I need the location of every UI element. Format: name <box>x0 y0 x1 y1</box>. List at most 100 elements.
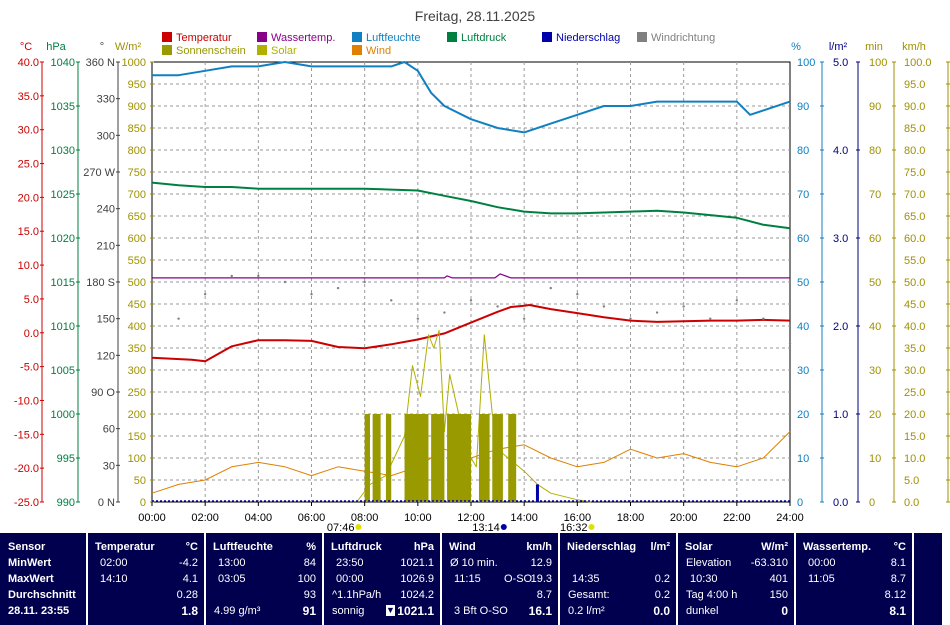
axis-tick-label: 60 <box>797 233 809 245</box>
axis-tick-label: 20.0 <box>18 192 39 204</box>
legend-swatch <box>352 45 362 55</box>
axis-tick-label: 210 <box>97 240 115 252</box>
pressure-unit: hPa <box>413 541 434 553</box>
x-tick-label: 18:00 <box>617 512 645 524</box>
axis-unit: l/m² <box>829 41 848 53</box>
precip-block: Niederschlag l/m² 14:35 0.2 Gesamt: 0.2 … <box>560 533 676 625</box>
axis-tick-label: 990 <box>57 497 75 509</box>
pressure-min-time: 23:50 <box>336 557 364 569</box>
water-temp-min: 8.1 <box>890 557 906 569</box>
humidity-unit: % <box>306 541 316 553</box>
empty-block <box>914 533 942 625</box>
axis-tick-label: 250 <box>128 387 146 399</box>
axis-tick-label: 2.0 <box>833 321 848 333</box>
wind-direction-point <box>177 317 180 320</box>
axis-unit: ° <box>100 41 104 53</box>
axis-unit: min <box>865 41 883 53</box>
sunshine-bar <box>364 414 370 502</box>
x-tick-label: 06:00 <box>298 512 326 524</box>
humidity-max-time: 03:05 <box>218 573 246 585</box>
wind-header: Wind <box>449 541 476 553</box>
humidity-min: 84 <box>303 557 316 569</box>
axis-tick-label: 5.0 <box>904 475 919 487</box>
legend-label: Luftdruck <box>461 32 507 44</box>
axis-tick-label: 25.0 <box>18 159 39 171</box>
humidity-avg: 93 <box>303 589 316 601</box>
axis-tick-label: 400 <box>128 321 146 333</box>
axis-tick-label: 30 <box>869 365 881 377</box>
chart-title: Freitag, 28.11.2025 <box>415 8 536 24</box>
axis-tick-label: 10 <box>869 453 881 465</box>
legend-label: Wassertemp. <box>271 32 335 44</box>
temperature-min-time: 02:00 <box>100 557 128 569</box>
axis-tick-label: 1.0 <box>833 409 848 421</box>
series-wassertemp-line <box>152 273 790 279</box>
wind-max-dir: O-SO <box>504 573 533 585</box>
axis-tick-label: 10.0 <box>904 453 925 465</box>
humidity-absolute: 4.99 g/m³ <box>214 605 261 617</box>
axis-tick-label: 100 <box>869 57 887 69</box>
temperature-max-time: 14:10 <box>100 573 128 585</box>
wind-direction-point <box>416 317 420 320</box>
legend-label: Solar <box>271 45 297 57</box>
axis-tick-label: 30 <box>797 365 809 377</box>
legend-label: Temperatur <box>176 32 232 44</box>
temperature-min: -4.2 <box>179 557 198 569</box>
legend-swatch <box>637 32 647 42</box>
wind-direction-point <box>469 299 473 302</box>
axis-tick-label: 1040 <box>51 57 75 69</box>
wind-unit: km/h <box>526 541 552 553</box>
axis-tick-label: 50 <box>869 277 881 289</box>
x-tick-label: 16:00 <box>564 512 592 524</box>
axis-tick-label: 70 <box>869 189 881 201</box>
axis-tick-label: 0 <box>869 497 875 509</box>
wind-direction-point <box>203 293 207 296</box>
wind-direction-point <box>602 305 606 308</box>
x-tick-label: 20:00 <box>670 512 698 524</box>
axis-tick-label: 50 <box>134 475 146 487</box>
precip-bar <box>535 484 539 502</box>
wind-current: 16.1 <box>528 604 552 618</box>
weather-chart: Freitag, 28.11.2025 Temperatur Wassertemp… <box>14 8 950 533</box>
axis-tick-label: 995 <box>57 453 75 465</box>
pressure-block: Luftdruck hPa 23:50 1021.1 00:00 1026.9 … <box>324 533 440 625</box>
axis-tick-label: 950 <box>128 79 146 91</box>
axis-tick-label: 35.0 <box>18 91 39 103</box>
wind-direction-point <box>655 311 659 314</box>
axis-tick-label: 95.0 <box>904 79 925 91</box>
axis-tick-label: 40.0 <box>904 321 925 333</box>
precip-max: 0.2 <box>654 573 670 585</box>
pressure-header: Luftdruck <box>331 541 382 553</box>
sunshine-bar <box>404 414 429 502</box>
axis-tick-label: 100 <box>797 57 815 69</box>
wind-direction-point <box>576 293 579 296</box>
marker-sunrise-dot <box>355 524 362 530</box>
wind-block: Wind km/h Ø 10 min. 12.9 11:15 O-SO 19.3… <box>442 533 558 625</box>
axis-tick-label: 360 N <box>86 57 115 69</box>
wind-direction-point <box>363 280 366 284</box>
sunshine-bar <box>431 414 445 502</box>
axis-tick-label: 30.0 <box>904 365 925 377</box>
series-temperatur-line <box>151 304 791 363</box>
sunshine-bar <box>372 414 381 502</box>
water-temp-avg: 8.12 <box>884 589 906 601</box>
temperature-header: Temperatur <box>95 541 155 553</box>
wind-current-label: 3 Bft O-SO <box>454 605 508 617</box>
axis-tick-label: 240 <box>97 204 115 216</box>
axis-tick-label: 3.0 <box>833 233 848 245</box>
axis-tick-label: 40 <box>869 321 881 333</box>
humidity-max: 100 <box>297 573 316 585</box>
solar-unit: W/m² <box>761 541 788 553</box>
axis-tick-label: 70.0 <box>904 189 925 201</box>
pressure-trend-value: 1024.2 <box>400 589 434 601</box>
legend-label: Sonnenschein <box>176 45 246 57</box>
solar-header: Solar <box>685 541 713 553</box>
axis-tick-label: 50 <box>797 277 809 289</box>
pressure-max: 1026.9 <box>400 573 434 585</box>
solar-elevation-label: Elevation <box>686 557 732 569</box>
axis-tick-label: 1005 <box>51 365 75 377</box>
pressure-falling-icon: ▼ <box>386 605 395 616</box>
wind-direction-point <box>230 274 233 278</box>
axis-tick-label: 0.0 <box>24 328 39 340</box>
series-luftfeuchte-line <box>152 61 791 134</box>
